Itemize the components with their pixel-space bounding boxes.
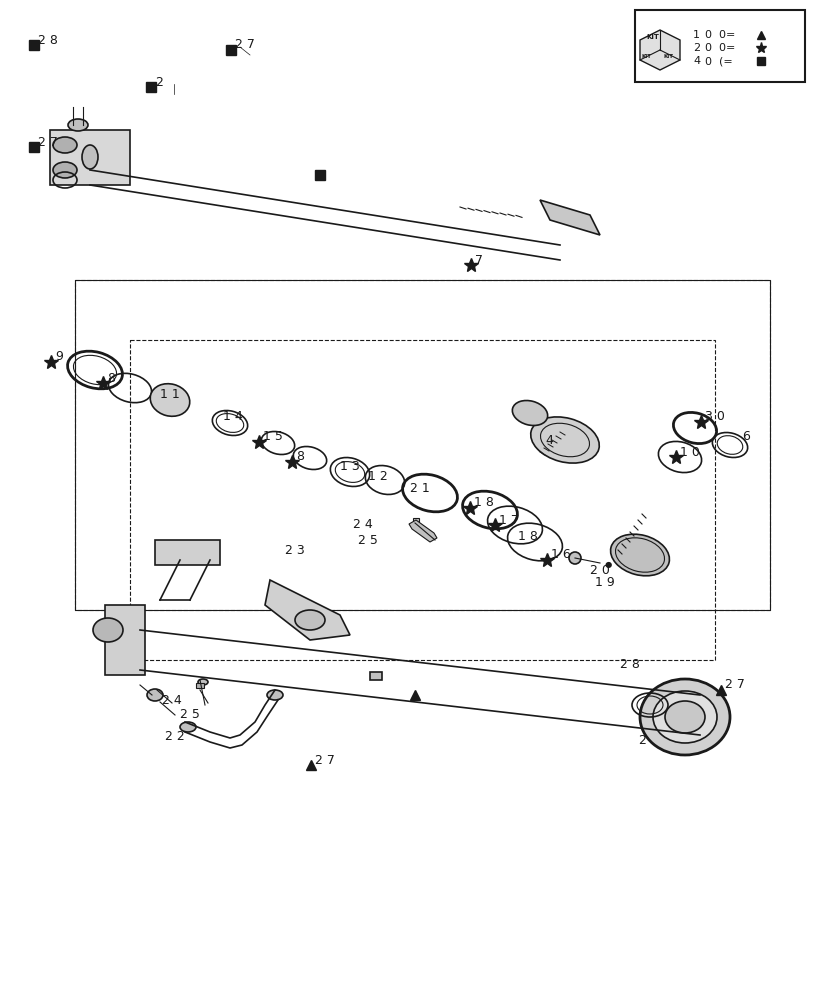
Text: 4: 4 (545, 434, 553, 446)
Text: KIT: KIT (641, 53, 651, 58)
Text: KIT: KIT (663, 53, 673, 58)
Text: 2 7: 2 7 (235, 38, 255, 51)
Text: 2 7: 2 7 (315, 754, 335, 766)
Ellipse shape (93, 618, 123, 642)
Text: 1 2: 1 2 (368, 471, 388, 484)
Ellipse shape (147, 689, 163, 701)
Text: 2 4: 2 4 (162, 694, 182, 706)
Text: 6: 6 (742, 430, 750, 444)
Text: 2 0: 2 0 (590, 564, 610, 576)
Polygon shape (50, 130, 130, 185)
Text: 2 7: 2 7 (725, 678, 745, 692)
Bar (155, 540, 220, 565)
Text: 1 3: 1 3 (340, 460, 360, 474)
Text: 1 6: 1 6 (551, 548, 570, 562)
Text: 2 8: 2 8 (38, 33, 58, 46)
Polygon shape (409, 520, 437, 542)
Ellipse shape (53, 137, 77, 153)
Text: 1 1: 1 1 (160, 388, 180, 401)
Text: 9: 9 (55, 351, 63, 363)
Text: 3 0: 3 0 (705, 410, 725, 424)
Text: 7: 7 (475, 253, 483, 266)
Bar (370, 672, 382, 680)
Ellipse shape (665, 701, 705, 733)
Text: 0  0=: 0 0= (705, 43, 735, 53)
Ellipse shape (267, 690, 283, 700)
Bar (196, 683, 204, 688)
Bar (635, 10, 805, 82)
Text: 2: 2 (638, 734, 646, 746)
Ellipse shape (610, 534, 669, 576)
Polygon shape (540, 200, 600, 235)
Ellipse shape (295, 610, 325, 630)
Text: 2 7: 2 7 (38, 135, 58, 148)
Bar (413, 518, 419, 522)
Ellipse shape (653, 691, 717, 743)
Ellipse shape (180, 722, 196, 732)
Text: 2: 2 (155, 76, 163, 89)
Text: 1 4: 1 4 (223, 410, 242, 424)
Text: 4: 4 (693, 56, 700, 66)
Text: 2 1: 2 1 (410, 482, 430, 494)
Text: 1 7: 1 7 (499, 514, 519, 526)
Polygon shape (265, 580, 350, 640)
Ellipse shape (150, 384, 190, 416)
Text: 8: 8 (107, 371, 115, 384)
Text: 0  0=: 0 0= (705, 30, 735, 40)
Ellipse shape (530, 417, 599, 463)
Polygon shape (640, 30, 680, 70)
Text: 1: 1 (693, 30, 700, 40)
Text: 1 5: 1 5 (263, 430, 283, 444)
Circle shape (569, 552, 581, 564)
Polygon shape (105, 605, 145, 675)
Ellipse shape (68, 119, 88, 131)
Text: ●: ● (605, 560, 612, 570)
Text: 8: 8 (296, 450, 304, 464)
Text: 2 3: 2 3 (285, 544, 304, 556)
Text: 2 5: 2 5 (358, 534, 378, 546)
Text: 2 5: 2 5 (180, 708, 200, 722)
Ellipse shape (82, 145, 98, 169)
Ellipse shape (53, 162, 77, 178)
Ellipse shape (640, 679, 730, 755)
Text: 2 4: 2 4 (353, 518, 373, 532)
Text: 2 8: 2 8 (620, 658, 640, 672)
Ellipse shape (512, 401, 548, 425)
Text: 1 8: 1 8 (518, 530, 538, 544)
Text: KIT: KIT (646, 34, 659, 40)
Text: 0  (=: 0 (= (705, 56, 733, 66)
Text: 2: 2 (693, 43, 700, 53)
Text: 1 8: 1 8 (474, 496, 494, 510)
Text: 1 9: 1 9 (595, 576, 614, 589)
Text: 1 0: 1 0 (680, 446, 700, 458)
Text: 2 2: 2 2 (165, 730, 184, 744)
Ellipse shape (198, 679, 208, 685)
